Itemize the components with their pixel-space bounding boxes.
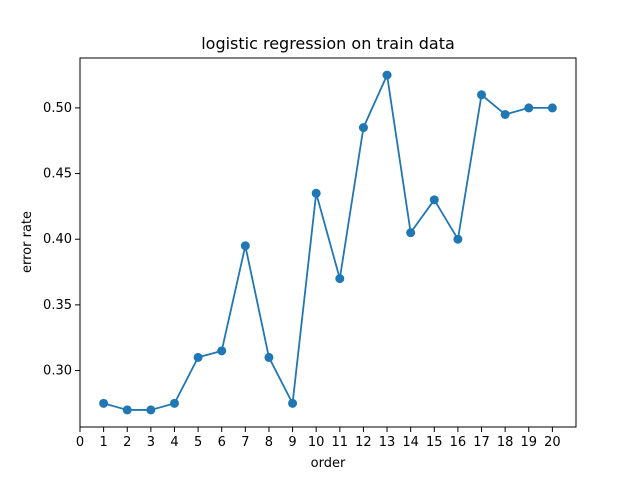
x-tick-label: 20 bbox=[544, 435, 561, 450]
x-tick-label: 15 bbox=[426, 435, 443, 450]
series-line-group bbox=[103, 74, 553, 411]
y-tick-label: 0.45 bbox=[43, 167, 72, 182]
x-tick-label: 17 bbox=[473, 435, 490, 450]
data-point bbox=[524, 103, 534, 113]
data-point bbox=[193, 352, 203, 362]
series-points-group bbox=[99, 70, 557, 415]
y-tick-label: 0.35 bbox=[43, 298, 72, 313]
data-point bbox=[288, 398, 298, 408]
x-tick-label: 8 bbox=[265, 435, 273, 450]
data-point bbox=[382, 70, 392, 80]
data-point bbox=[264, 352, 274, 362]
data-point bbox=[429, 195, 439, 205]
data-point bbox=[453, 234, 463, 244]
x-tick-label: 9 bbox=[288, 435, 296, 450]
x-tick-label: 4 bbox=[170, 435, 178, 450]
x-tick-label: 7 bbox=[241, 435, 249, 450]
series-line bbox=[103, 74, 553, 411]
y-tick-label: 0.40 bbox=[43, 232, 72, 247]
x-tick-label: 6 bbox=[218, 435, 226, 450]
x-axis-ticks: 0 1 2 3 4 5 6 7 8 9 10 11 12 13 14 15 16 17 18 19 20 bbox=[76, 427, 561, 450]
x-tick-label: 0 bbox=[76, 435, 84, 450]
data-point bbox=[335, 274, 345, 284]
y-axis-label: error rate bbox=[20, 211, 35, 273]
x-tick-label: 12 bbox=[355, 435, 372, 450]
y-tick-label: 0.30 bbox=[43, 364, 72, 379]
x-axis-label: order bbox=[311, 456, 346, 471]
x-tick-label: 19 bbox=[520, 435, 537, 450]
data-point bbox=[169, 398, 179, 408]
plot-area bbox=[80, 58, 576, 427]
x-tick-label: 1 bbox=[99, 435, 107, 450]
plot-frame bbox=[79, 57, 577, 428]
data-point bbox=[358, 123, 368, 133]
data-point bbox=[99, 398, 109, 408]
x-tick-label: 13 bbox=[379, 435, 396, 450]
x-tick-label: 3 bbox=[147, 435, 155, 450]
data-point bbox=[477, 90, 487, 100]
x-tick-label: 14 bbox=[402, 435, 419, 450]
x-tick-label: 18 bbox=[497, 435, 514, 450]
y-tick-label: 0.50 bbox=[43, 101, 72, 116]
data-point bbox=[240, 241, 250, 251]
data-point bbox=[146, 405, 156, 415]
chart-title: logistic regression on train data bbox=[201, 34, 455, 53]
x-tick-label: 11 bbox=[332, 435, 349, 450]
x-tick-label: 10 bbox=[308, 435, 325, 450]
y-axis-ticks: 0.30 0.35 0.40 0.45 0.50 bbox=[43, 101, 80, 379]
data-point bbox=[547, 103, 557, 113]
x-tick-label: 2 bbox=[123, 435, 131, 450]
data-point bbox=[406, 228, 416, 238]
data-point bbox=[500, 109, 510, 119]
data-point bbox=[217, 346, 227, 356]
data-point bbox=[311, 188, 321, 198]
data-point bbox=[122, 405, 132, 415]
x-tick-label: 5 bbox=[194, 435, 202, 450]
x-tick-label: 16 bbox=[450, 435, 467, 450]
